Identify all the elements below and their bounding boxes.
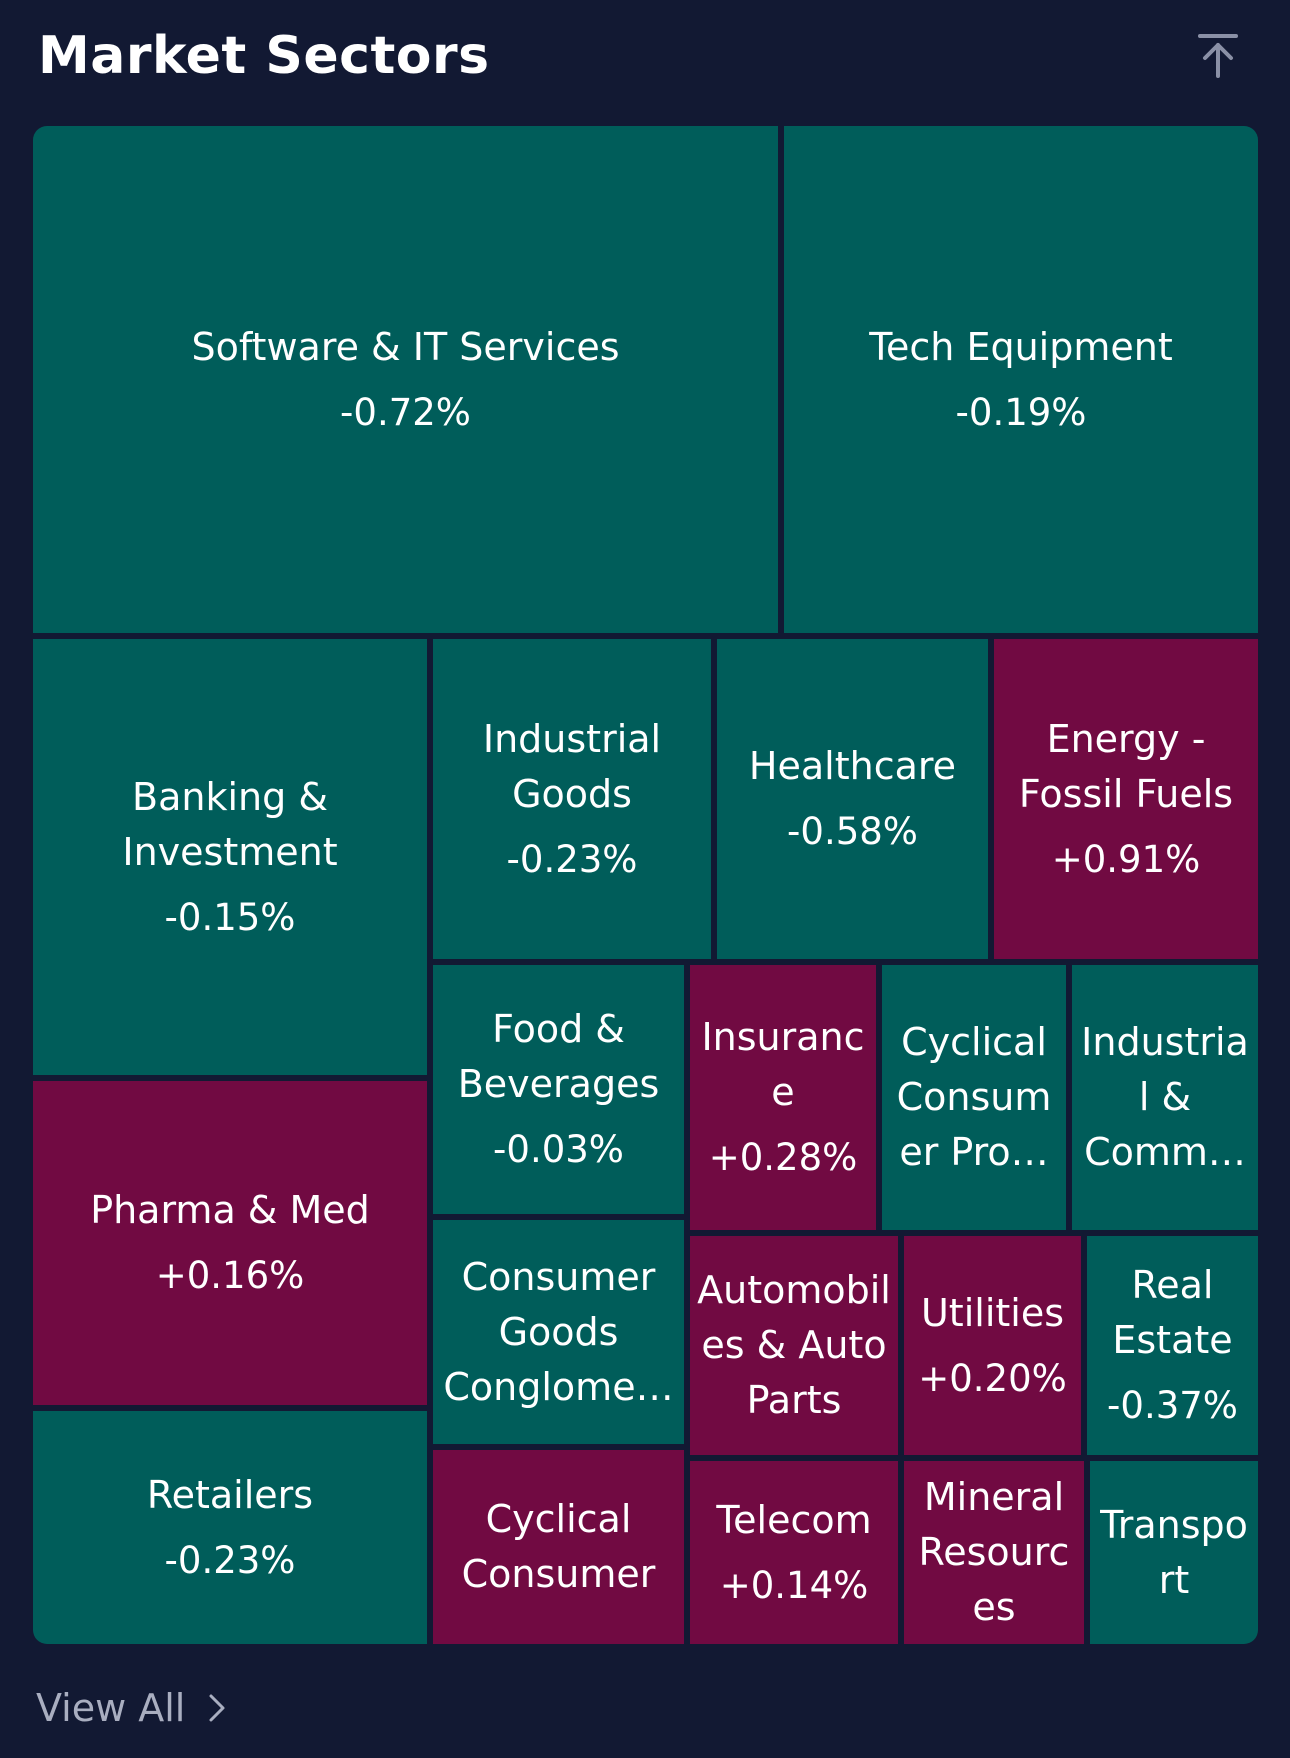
page-title: Market Sectors <box>38 26 490 86</box>
sector-tile-transport[interactable]: Transport <box>1090 1461 1258 1644</box>
sector-name: Insurance <box>701 1015 865 1114</box>
sector-tile-healthcare[interactable]: Healthcare -0.58% <box>717 639 988 959</box>
sector-tile-pharma-med[interactable]: Pharma & Med +0.16% <box>33 1081 427 1405</box>
sector-tile-consumer-goods-conglomerates[interactable]: Consumer Goods Conglome… <box>433 1220 684 1444</box>
sector-name: Banking & Investment <box>122 774 338 874</box>
sector-change: -0.19% <box>955 390 1087 434</box>
sector-tile-software-it-services[interactable]: Software & IT Services -0.72% <box>33 126 778 633</box>
sector-change: -0.15% <box>164 895 296 939</box>
sector-change: -0.23% <box>506 837 638 881</box>
sector-name: Pharma & Med <box>90 1188 370 1232</box>
sector-tile-insurance[interactable]: Insurance +0.28% <box>690 965 876 1230</box>
sector-name: Industrial Goods <box>482 716 662 816</box>
sector-change: -0.03% <box>493 1128 624 1171</box>
sector-change: -0.72% <box>340 390 471 434</box>
view-all-label: View All <box>36 1686 186 1730</box>
sector-tile-tech-equipment[interactable]: Tech Equipment -0.19% <box>784 126 1258 633</box>
view-all-link[interactable]: View All <box>36 1680 227 1736</box>
sector-change: +0.16% <box>155 1254 305 1297</box>
sector-tile-banking-investment[interactable]: Banking & Investment -0.15% <box>33 639 427 1075</box>
sector-tile-mineral-resources[interactable]: Mineral Resources <box>904 1461 1084 1644</box>
sector-name: Retailers <box>146 1472 314 1517</box>
chevron-right-icon <box>207 1692 227 1724</box>
sector-tile-cyclical-consumer[interactable]: Cyclical Consumer <box>433 1450 684 1644</box>
sector-name: Food & Beverages <box>457 1007 660 1106</box>
sector-name: Energy - Fossil Fuels <box>1018 716 1234 816</box>
sector-change: +0.20% <box>918 1356 1067 1400</box>
sector-name: Automobiles & Auto Parts <box>697 1268 891 1422</box>
sector-change: -0.23% <box>164 1538 296 1582</box>
sector-tile-food-beverages[interactable]: Food & Beverages -0.03% <box>433 965 684 1214</box>
arrow-up-to-top-icon <box>1198 34 1238 78</box>
sector-tile-retailers[interactable]: Retailers -0.23% <box>33 1411 427 1644</box>
sector-change: -0.37% <box>1107 1384 1238 1427</box>
sector-tile-telecom[interactable]: Telecom +0.14% <box>690 1461 898 1644</box>
sector-name: Industrial & Comm… <box>1081 1020 1249 1174</box>
sector-name: Mineral Resources <box>918 1475 1070 1629</box>
sector-tile-energy-fossil-fuels[interactable]: Energy - Fossil Fuels +0.91% <box>994 639 1258 959</box>
sector-name: Cyclical Consumer <box>461 1497 656 1596</box>
sector-tile-real-estate[interactable]: Real Estate -0.37% <box>1087 1236 1258 1455</box>
collapse-button[interactable] <box>1188 24 1248 86</box>
sector-tile-industrial-goods[interactable]: Industrial Goods -0.23% <box>433 639 711 959</box>
sector-name: Tech Equipment <box>869 324 1173 369</box>
sector-tile-cyclical-consumer-products[interactable]: Cyclical Consumer Pro… <box>882 965 1066 1230</box>
sector-name: Transport <box>1100 1502 1248 1602</box>
sector-name: Utilities <box>920 1290 1065 1335</box>
sector-tile-automobiles-auto-parts[interactable]: Automobiles & Auto Parts <box>690 1236 898 1455</box>
sector-tile-industrial-commercial[interactable]: Industrial & Comm… <box>1072 965 1258 1230</box>
sector-treemap: Software & IT Services -0.72% Tech Equip… <box>33 126 1258 1644</box>
sector-name: Software & IT Services <box>191 324 620 369</box>
sector-name: Healthcare <box>748 744 957 788</box>
sector-name: Cyclical Consumer Pro… <box>896 1020 1052 1174</box>
sector-change: +0.28% <box>708 1136 858 1179</box>
sector-change: +0.91% <box>1051 837 1201 881</box>
sector-name: Telecom <box>716 1497 872 1542</box>
sector-change: +0.14% <box>719 1563 869 1607</box>
sector-tile-utilities[interactable]: Utilities +0.20% <box>904 1236 1081 1455</box>
sector-name: Consumer Goods Conglome… <box>443 1254 674 1409</box>
sector-name: Real Estate <box>1112 1263 1233 1362</box>
sector-change: -0.58% <box>787 810 918 853</box>
